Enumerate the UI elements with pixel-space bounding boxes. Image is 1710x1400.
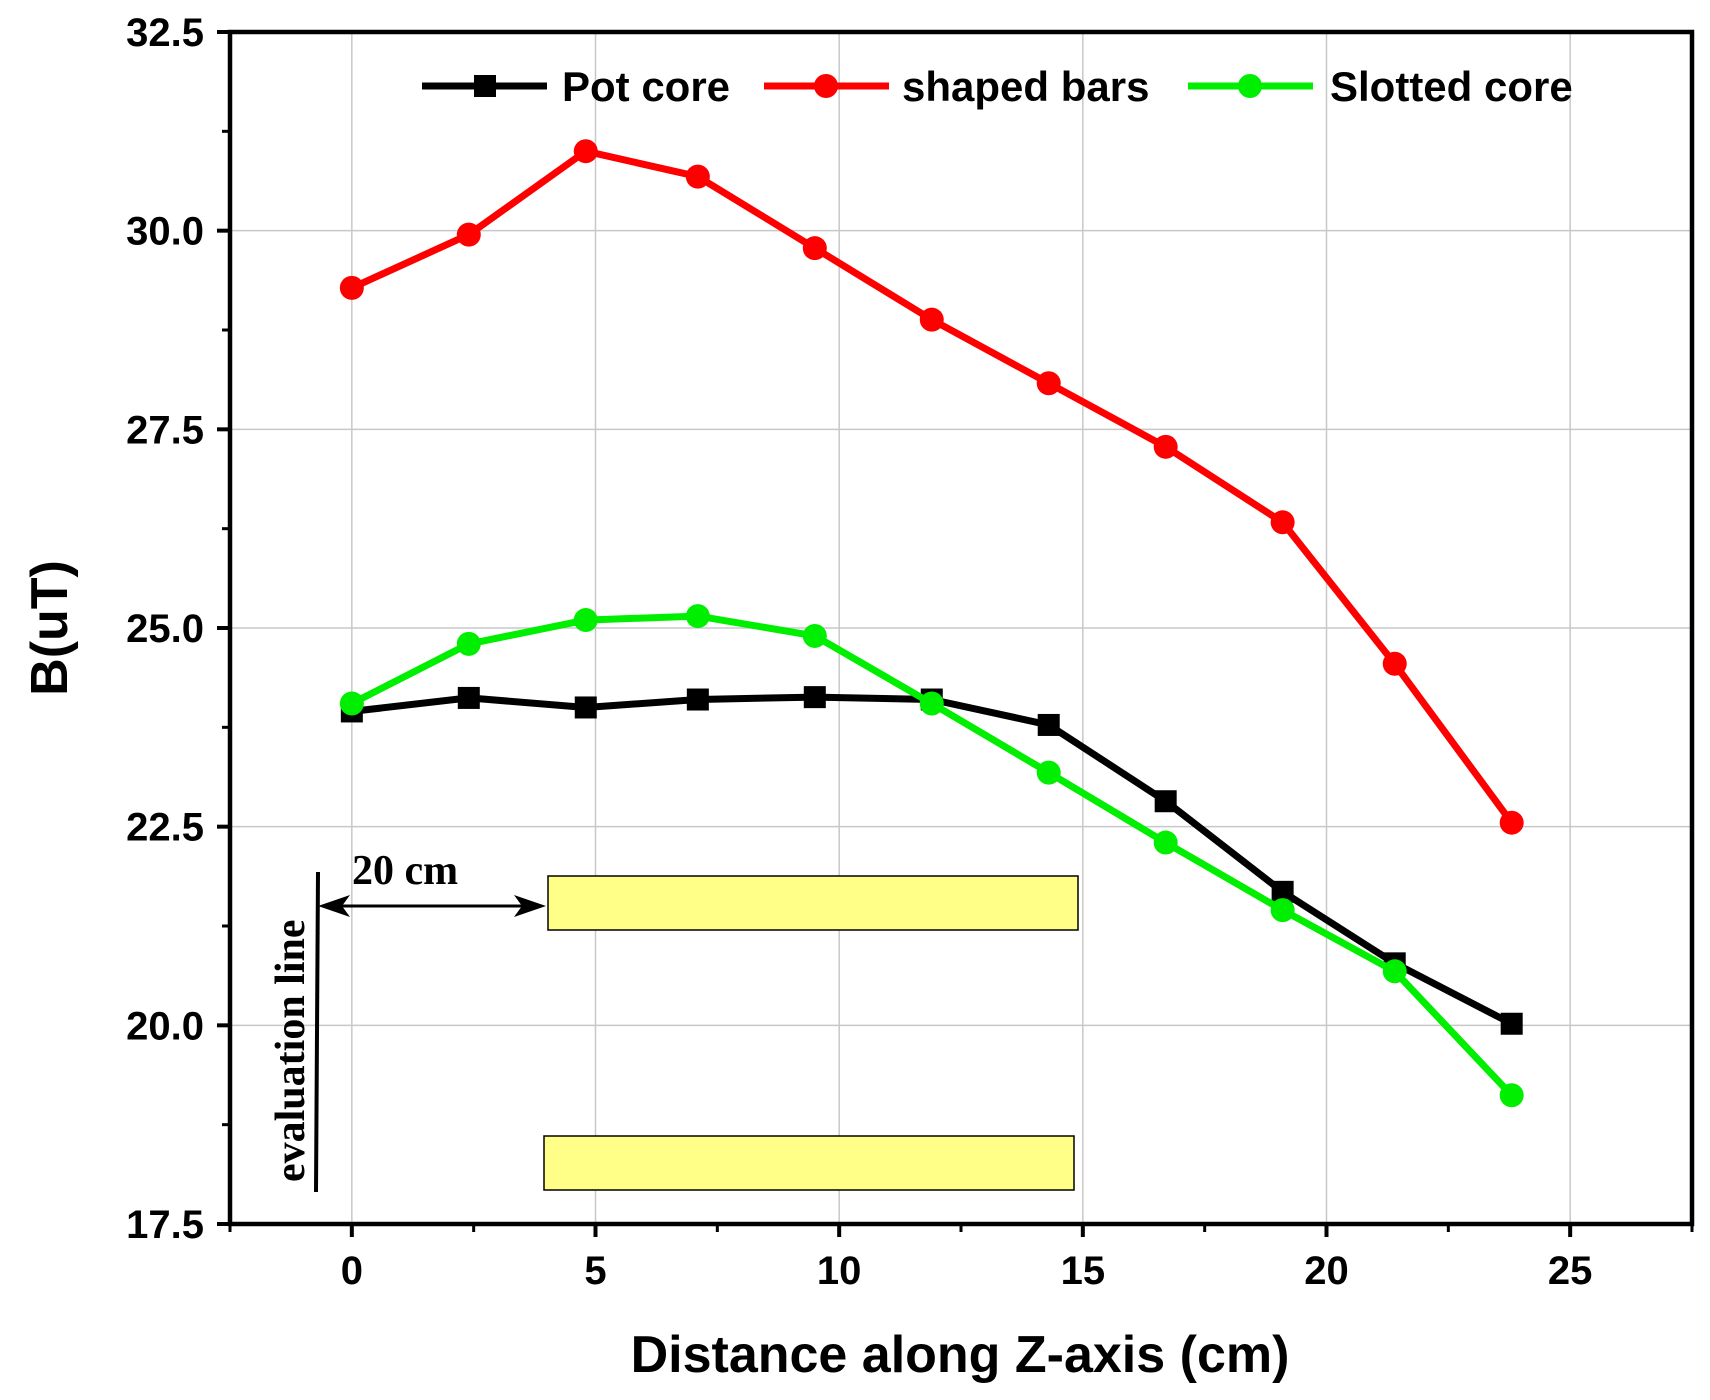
- data-point-shaped-bars: [919, 307, 944, 332]
- x-tick-label: 20: [1304, 1249, 1349, 1293]
- data-point-slotted-core: [1153, 830, 1178, 855]
- series-line-slotted-core: [350, 612, 1515, 1098]
- data-point-slotted-core: [919, 691, 944, 716]
- data-point-shaped-bars: [1270, 510, 1295, 535]
- data-point-slotted-core: [1499, 1083, 1524, 1108]
- data-point-slotted-core: [339, 691, 364, 716]
- y-axis-title: B(uT): [21, 560, 79, 696]
- legend-label-pot-core: Pot core: [562, 63, 730, 110]
- x-tick-label: 25: [1548, 1249, 1593, 1293]
- data-point-slotted-core: [802, 623, 827, 648]
- evaluation-line-label: evaluation line: [268, 919, 314, 1182]
- data-point-shaped-bars: [1036, 371, 1061, 396]
- y-tick-label: 25.0: [126, 607, 204, 651]
- data-point-shaped-bars: [685, 164, 710, 189]
- data-point-pot-core: [686, 688, 709, 711]
- evaluation-line: [314, 871, 320, 1193]
- legend-label-slotted-core: Slotted core: [1330, 63, 1573, 110]
- series-layer: [339, 139, 1524, 1108]
- legend-item-shaped-bars: shaped bars: [764, 63, 1149, 110]
- series-pot-core: [340, 686, 1523, 1035]
- x-tick-label: 0: [341, 1249, 363, 1293]
- legend-item-slotted-core: Slotted core: [1188, 63, 1573, 110]
- data-point-slotted-core: [685, 604, 710, 629]
- data-point-shaped-bars: [573, 139, 598, 164]
- data-point-pot-core: [1154, 790, 1177, 813]
- data-point-slotted-core: [1382, 959, 1407, 984]
- data-point-shaped-bars: [1153, 434, 1178, 459]
- upper-core-bar: [547, 875, 1079, 931]
- data-point-shaped-bars: [1382, 651, 1407, 676]
- x-tick-label: 15: [1061, 1249, 1106, 1293]
- data-point-shaped-bars: [456, 222, 481, 247]
- x-tick-label: 5: [584, 1249, 606, 1293]
- data-point-pot-core: [574, 696, 597, 719]
- legend: Pot core shaped bars Slotted core: [422, 63, 1573, 110]
- data-point-pot-core: [457, 686, 480, 709]
- distance-arrow-left-head: [318, 895, 350, 917]
- data-point-shaped-bars: [1499, 810, 1524, 835]
- data-point-pot-core: [1500, 1012, 1523, 1035]
- x-tick-label: 10: [817, 1249, 862, 1293]
- legend-item-pot-core: Pot core: [422, 63, 730, 110]
- series-slotted-core: [339, 604, 1524, 1108]
- data-point-pot-core: [1037, 713, 1060, 736]
- data-point-slotted-core: [456, 631, 481, 656]
- distance-label: 20 cm: [352, 848, 458, 894]
- series-line-pot-core: [351, 693, 1514, 1027]
- y-tick-label: 30.0: [126, 210, 204, 254]
- axis-ticks: 0 5 10 15 20 25 17.5 20.0 22.5 25.0 27.5 30.0 32.5: [126, 11, 1694, 1293]
- x-axis-title: Distance along Z-axis (cm): [631, 1326, 1290, 1384]
- data-point-shaped-bars: [339, 275, 364, 300]
- data-point-slotted-core: [573, 608, 598, 633]
- legend-label-shaped-bars: shaped bars: [902, 63, 1149, 110]
- data-point-pot-core: [1271, 880, 1294, 903]
- y-tick-label: 20.0: [126, 1004, 204, 1048]
- data-point-slotted-core: [1270, 898, 1295, 923]
- series-line-shaped-bars: [350, 147, 1515, 825]
- data-point-shaped-bars: [802, 236, 827, 261]
- y-tick-label: 17.5: [126, 1203, 204, 1247]
- grid-lines: [230, 32, 1692, 1224]
- distance-arrow-right-head: [514, 895, 546, 917]
- lower-core-bar: [543, 1135, 1075, 1191]
- y-tick-label: 27.5: [126, 408, 204, 452]
- data-point-slotted-core: [1036, 760, 1061, 785]
- y-tick-label: 32.5: [126, 11, 204, 55]
- series-shaped-bars: [339, 139, 1524, 835]
- diagram-annotations: 20 cm evaluation line: [268, 848, 1079, 1193]
- data-point-pot-core: [803, 686, 826, 709]
- y-tick-label: 22.5: [126, 806, 204, 850]
